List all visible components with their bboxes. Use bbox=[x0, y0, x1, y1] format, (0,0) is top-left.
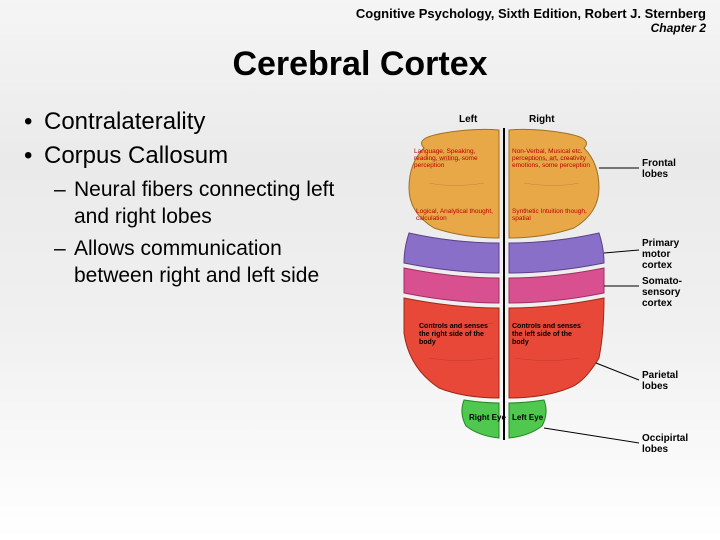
label-frontal-2: lobes bbox=[642, 169, 669, 180]
slide-title: Cerebral Cortex bbox=[0, 45, 720, 84]
brain-svg: Left Right bbox=[354, 108, 694, 468]
bullet-neural-fibers: Neural fibers connecting left and right … bbox=[24, 176, 354, 231]
bullet-contralaterality: Contralaterality bbox=[24, 108, 354, 136]
label-frontal-1: Frontal bbox=[642, 158, 676, 169]
label-left: Left bbox=[459, 114, 478, 125]
content-area: Contralaterality Corpus Callosum Neural … bbox=[0, 108, 720, 473]
line-occipital bbox=[544, 428, 639, 443]
text-right-mid: Synthetic Intuition though, spatial bbox=[512, 208, 592, 238]
text-left-mid: Logical, Analytical thought, calculation bbox=[416, 208, 496, 238]
text-left-frontal: Language, Speaking, reading, writing, so… bbox=[414, 148, 496, 198]
motor-left bbox=[404, 233, 499, 273]
label-motor-3: cortex bbox=[642, 260, 672, 271]
label-occipital-1: Occipirtal bbox=[642, 433, 688, 444]
label-parietal-2: lobes bbox=[642, 381, 669, 392]
line-parietal bbox=[596, 363, 639, 380]
label-somato-2: sensory bbox=[642, 287, 681, 298]
chapter-label: Chapter 2 bbox=[0, 21, 706, 35]
line-motor bbox=[604, 250, 639, 253]
label-left-eye: Left Eye bbox=[512, 413, 544, 422]
label-parietal-1: Parietal bbox=[642, 370, 678, 381]
label-right: Right bbox=[529, 114, 555, 125]
label-motor-2: motor bbox=[642, 249, 670, 260]
label-motor-1: Primary bbox=[642, 238, 680, 249]
text-right-parietal: Controls and senses the left side of the… bbox=[512, 323, 590, 363]
slide-header: Cognitive Psychology, Sixth Edition, Rob… bbox=[0, 0, 720, 35]
label-right-eye: Right Eye bbox=[469, 413, 506, 422]
label-occipital-2: lobes bbox=[642, 444, 669, 455]
bullet-corpus-callosum: Corpus Callosum bbox=[24, 142, 354, 170]
label-somato-3: cortex bbox=[642, 298, 672, 309]
label-somato-1: Somato- bbox=[642, 276, 682, 287]
text-left-parietal: Controls and senses the right side of th… bbox=[419, 323, 497, 363]
brain-diagram: Left Right bbox=[354, 108, 708, 473]
bullet-column: Contralaterality Corpus Callosum Neural … bbox=[24, 108, 354, 473]
motor-right bbox=[509, 233, 604, 273]
bullet-communication: Allows communication between right and l… bbox=[24, 235, 354, 290]
book-title: Cognitive Psychology, Sixth Edition, Rob… bbox=[0, 6, 706, 21]
text-right-frontal: Non-Verbal, Musical etc. perceptions, ar… bbox=[512, 148, 594, 198]
